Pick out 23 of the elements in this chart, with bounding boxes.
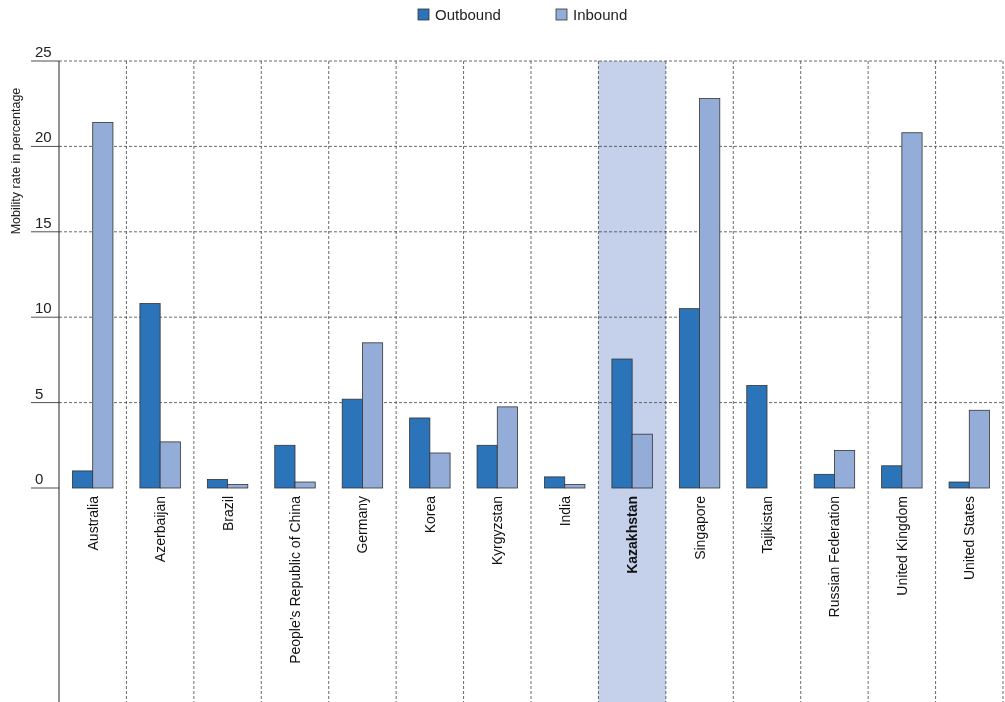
y-tick-label: 25 — [35, 43, 52, 60]
y-tick-label: 15 — [35, 213, 52, 231]
x-tick-label: Kazakhstan — [624, 496, 641, 574]
x-tick-label: Australia — [84, 495, 101, 551]
legend-label: Inbound — [573, 6, 628, 23]
y-axis-title: Mobility rate in percentage — [9, 87, 23, 235]
x-tick-label: Singapore — [691, 495, 708, 560]
x-tick-label: Azerbaijan — [152, 496, 169, 563]
x-tick-label: Germany — [354, 496, 371, 554]
y-tick-label: 0 — [35, 470, 44, 487]
x-tick-label: United States — [961, 496, 978, 581]
x-tick-label: Tajikistan — [759, 496, 775, 554]
x-tick-label: India — [556, 495, 573, 527]
y-tick-label: 10 — [35, 299, 52, 317]
x-tick-label: Kyrgyzstan — [489, 496, 506, 566]
x-tick-label: Brazil — [219, 496, 236, 532]
y-tick-label: 20 — [35, 128, 52, 146]
x-tick-label: Korea — [421, 495, 438, 534]
x-tick-label: Russian Federation — [826, 496, 843, 618]
x-tick-label: United Kingdom — [893, 496, 910, 596]
x-tick-label: People’s Republic of China — [287, 495, 303, 664]
y-tick-label: 5 — [35, 384, 44, 402]
legend-label: Outbound — [435, 6, 501, 23]
